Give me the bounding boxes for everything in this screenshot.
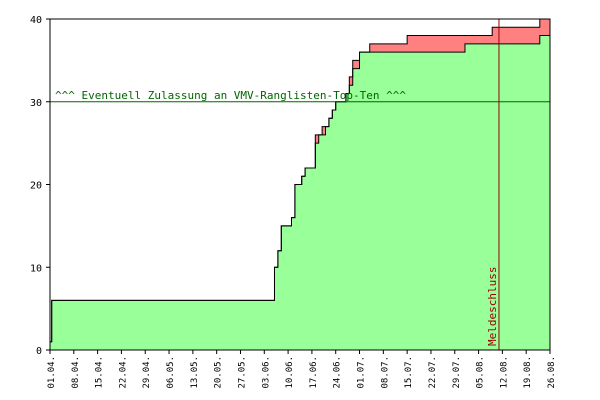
- x-tick-label: 22.07.: [428, 356, 438, 389]
- x-tick-label: 29.04.: [142, 356, 152, 389]
- x-tick-label: 15.07.: [404, 356, 414, 389]
- x-tick-label: 08.04.: [71, 356, 81, 389]
- plot-area: ^^^ Eventuell Zulassung an VMV-Rangliste…: [50, 18, 550, 351]
- x-tick-label: 03.06.: [261, 356, 271, 389]
- x-tick-label: 06.05.: [166, 356, 176, 389]
- x-tick-label: 08.07.: [380, 356, 390, 389]
- y-tick-label: 30: [30, 98, 42, 109]
- x-tick-label: 26.08.: [547, 356, 557, 389]
- x-tick-label: 27.05.: [237, 356, 247, 389]
- x-tick-label: 01.07.: [357, 356, 367, 389]
- x-tick-label: 15.04.: [95, 356, 105, 389]
- deadline-label: Meldeschluss: [486, 267, 499, 346]
- x-tick-label: 05.08.: [476, 356, 486, 389]
- x-tick-label: 29.07.: [452, 356, 462, 389]
- x-tick-label: 12.08.: [499, 356, 509, 389]
- x-tick-label: 24.06.: [333, 356, 343, 389]
- x-tick-label: 19.08.: [523, 356, 533, 389]
- x-tick-label: 13.05.: [190, 356, 200, 389]
- threshold-label: ^^^ Eventuell Zulassung an VMV-Rangliste…: [55, 89, 406, 102]
- series-area-2: [50, 35, 550, 351]
- axes: 0 10 20 30 40 01.04. 08.04. 15.04. 22.04. 29.04. 0…: [30, 15, 557, 389]
- y-tick-label: 20: [30, 181, 42, 192]
- x-tick-label: 01.04.: [47, 356, 57, 389]
- x-tick-label: 22.04.: [118, 356, 128, 389]
- y-tick-label: 40: [30, 15, 42, 26]
- series-line-2: [50, 35, 550, 343]
- x-tick-label: 17.06.: [309, 356, 319, 389]
- y-tick-label: 0: [36, 346, 42, 357]
- x-tick-label: 20.05.: [214, 356, 224, 389]
- x-tick-label: 10.06.: [285, 356, 295, 389]
- y-tick-label: 10: [30, 263, 42, 274]
